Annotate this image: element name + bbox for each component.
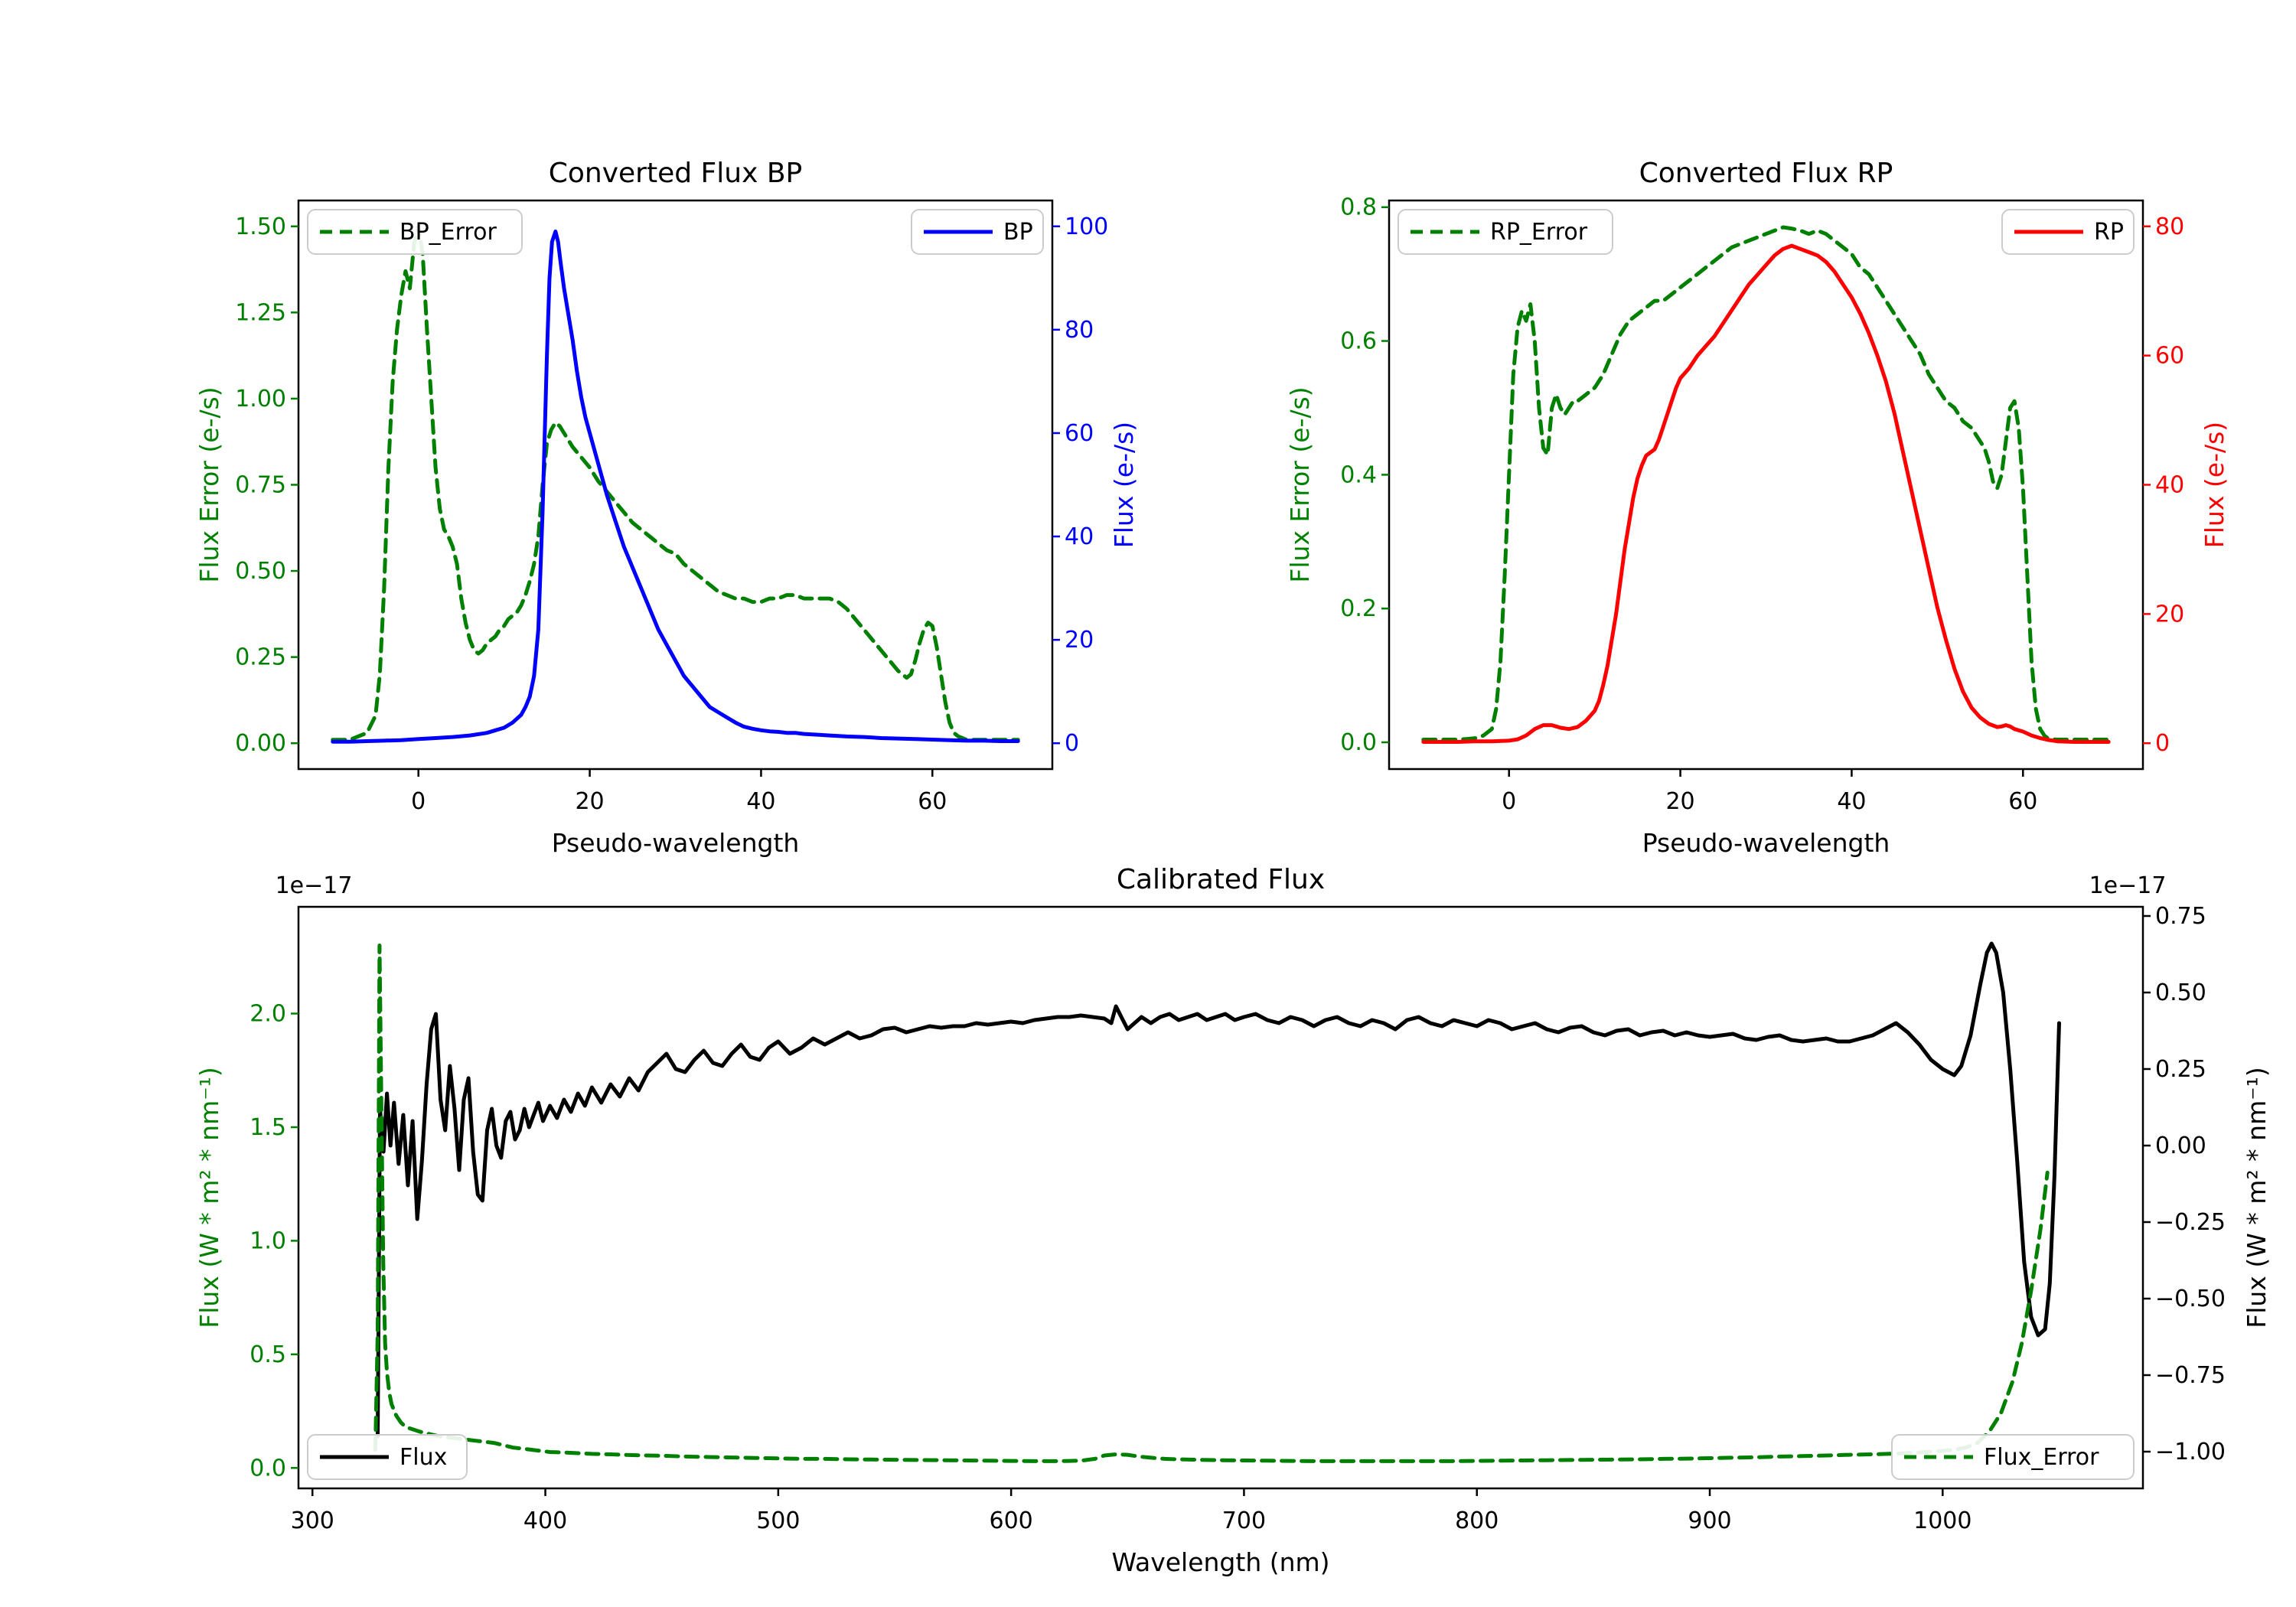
chart-bp: 0 20 40 60 0.00 0.25 0.50 0.75 1.00 1.25 1.50 0 20 40… xyxy=(194,158,1139,858)
y-axis-label-right: Flux (e-/s) xyxy=(1109,422,1139,548)
chart-calibrated: 300 400 500 600 700 800 900 1000 0.0 0.5 1.0 1.5 2.0… xyxy=(194,864,2272,1577)
x-tick-label: 20 xyxy=(1665,788,1694,815)
y-axis-label-left: Flux (W * m² * nm⁻¹) xyxy=(194,1067,224,1328)
x-tick-label: 20 xyxy=(575,788,604,815)
legend-label: RP_Error xyxy=(1490,219,1588,246)
y-tick-label-left: 1.50 xyxy=(235,214,286,240)
y-tick-label-left: 1.5 xyxy=(249,1114,286,1141)
legend-label: Flux_Error xyxy=(1984,1444,2099,1471)
legend-label: BP xyxy=(1003,219,1033,246)
x-tick-label: 40 xyxy=(746,788,775,815)
series-line-RP_Error xyxy=(1421,225,2111,742)
legend-box xyxy=(1397,209,1613,255)
x-tick-label: 600 xyxy=(990,1508,1033,1534)
y-tick-label-right: 0 xyxy=(2155,730,2170,757)
legend-box xyxy=(1891,1434,2135,1480)
x-tick-label: 800 xyxy=(1455,1508,1499,1534)
x-tick-label: 500 xyxy=(756,1508,800,1534)
x-tick-label: 0 xyxy=(411,788,426,815)
y-tick-label-left: 0.25 xyxy=(235,644,286,671)
y-tick-label-right: 20 xyxy=(1065,627,1094,654)
series-line-BP_Error xyxy=(331,224,1020,742)
chart-rp: 0 20 40 60 0.0 0.2 0.4 0.6 0.8 0 20 40 60 80 Converted… xyxy=(1285,158,2229,858)
legend-label: RP xyxy=(2094,219,2124,246)
y-tick-label-right: −0.75 xyxy=(2155,1362,2226,1389)
y-tick-label-left: 0.75 xyxy=(235,472,286,499)
axes-frame xyxy=(1388,199,2144,771)
y-tick-label-right: 0.00 xyxy=(2155,1133,2206,1159)
y-axis-label-left: Flux Error (e-/s) xyxy=(1285,386,1315,582)
y-tick-label-right: 80 xyxy=(2155,214,2184,240)
y-tick-label-right: 0.75 xyxy=(2155,903,2206,930)
x-tick-label: 40 xyxy=(1837,788,1866,815)
x-tick-label: 300 xyxy=(291,1508,334,1534)
y-tick-label-right: 0 xyxy=(1065,730,1079,757)
legend-RP_Error: RP_Error xyxy=(1397,209,1613,255)
y-tick-label-left: 1.25 xyxy=(235,299,286,326)
x-tick-label: 1000 xyxy=(1913,1508,1971,1534)
y-tick-label-right: 60 xyxy=(2155,343,2184,370)
y-tick-label-left: 0.8 xyxy=(1340,194,1377,221)
axis-offset-right: 1e−17 xyxy=(2089,872,2167,899)
y-tick-label-right: −1.00 xyxy=(2155,1439,2226,1465)
legend-Flux: Flux xyxy=(307,1434,468,1480)
legend-box xyxy=(307,209,523,255)
y-axis-label-left: Flux Error (e-/s) xyxy=(194,386,224,582)
x-axis-label: Pseudo-wavelength xyxy=(1642,828,1890,858)
x-axis-label: Wavelength (nm) xyxy=(1111,1547,1329,1577)
axes-frame xyxy=(297,905,2144,1490)
y-tick-label-right: −0.50 xyxy=(2155,1286,2226,1312)
series-line-Flux_Error xyxy=(373,944,2050,1463)
y-tick-label-left: 0.2 xyxy=(1340,595,1377,622)
series-line-Flux xyxy=(376,941,2061,1439)
axis-offset-left: 1e−17 xyxy=(276,872,353,899)
y-tick-label-right: 60 xyxy=(1065,420,1094,447)
legend-label: Flux xyxy=(400,1444,447,1471)
y-tick-label-left: 1.0 xyxy=(249,1227,286,1254)
y-tick-label-right: 40 xyxy=(2155,472,2184,499)
y-tick-label-left: 0.6 xyxy=(1340,328,1377,355)
y-tick-label-right: 40 xyxy=(1065,523,1094,550)
legend-label: BP_Error xyxy=(400,219,497,246)
y-tick-label-left: 0.4 xyxy=(1340,461,1377,488)
y-tick-label-right: 80 xyxy=(1065,317,1094,344)
y-tick-label-left: 0.50 xyxy=(235,558,286,585)
y-tick-label-left: 0.00 xyxy=(235,730,286,757)
y-tick-label-right: 0.25 xyxy=(2155,1056,2206,1083)
x-tick-label: 400 xyxy=(523,1508,567,1534)
chart-title: Converted Flux BP xyxy=(549,158,802,189)
y-axis-label-right: Flux (e-/s) xyxy=(2200,422,2229,548)
y-tick-label-left: 0.5 xyxy=(249,1341,286,1368)
x-axis-label: Pseudo-wavelength xyxy=(552,828,800,858)
x-tick-label: 60 xyxy=(2008,788,2037,815)
y-tick-label-right: −0.25 xyxy=(2155,1209,2226,1236)
y-tick-label-right: 100 xyxy=(1065,214,1108,240)
legend-BP: BP xyxy=(911,209,1044,255)
x-tick-label: 900 xyxy=(1688,1508,1731,1534)
legend-RP: RP xyxy=(2001,209,2135,255)
y-tick-label-right: 20 xyxy=(2155,601,2184,627)
x-tick-label: 0 xyxy=(1502,788,1516,815)
legend-Flux_Error: Flux_Error xyxy=(1891,1434,2135,1480)
x-tick-label: 700 xyxy=(1222,1508,1266,1534)
y-tick-label-left: 2.0 xyxy=(249,1001,286,1028)
y-tick-label-left: 0.0 xyxy=(1340,729,1377,756)
y-tick-label-left: 1.00 xyxy=(235,386,286,412)
y-tick-label-left: 0.0 xyxy=(249,1455,286,1482)
legend-BP_Error: BP_Error xyxy=(307,209,523,255)
y-tick-label-right: 0.50 xyxy=(2155,980,2206,1006)
series-line-RP xyxy=(1421,243,2111,744)
y-axis-label-right: Flux (W * m² * nm⁻¹) xyxy=(2242,1067,2272,1328)
chart-title: Calibrated Flux xyxy=(1117,864,1325,895)
series-line-BP xyxy=(331,230,1020,744)
x-tick-label: 60 xyxy=(918,788,947,815)
chart-title: Converted Flux RP xyxy=(1639,158,1893,189)
